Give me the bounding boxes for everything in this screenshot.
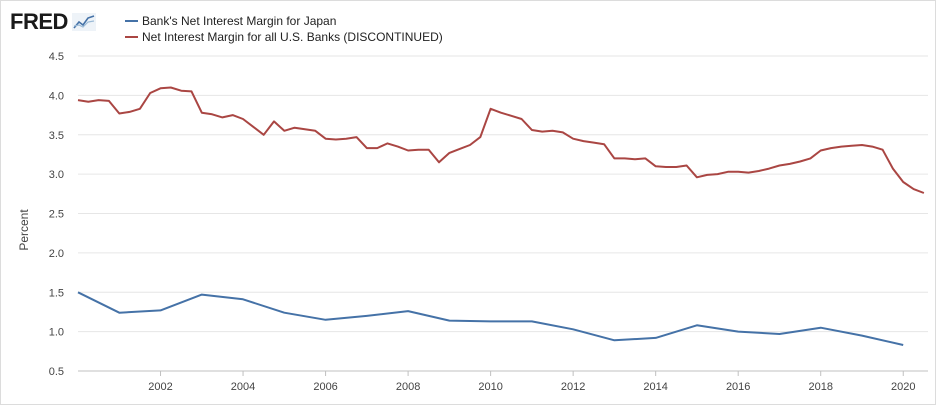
logo-text: FRED — [10, 9, 68, 34]
series-line-us[interactable] — [77, 86, 925, 194]
y-tick-label: 0.5 — [49, 366, 64, 378]
y-tick-label: 1.0 — [49, 327, 64, 339]
fred-chart-icon — [71, 13, 96, 31]
series-lines — [77, 86, 925, 346]
fred-logo[interactable]: FRED — [10, 9, 96, 35]
x-tick-label: 2006 — [313, 381, 337, 393]
y-tick-label: 4.5 — [49, 51, 64, 63]
y-axis-ticks: 0.5 1.0 1.5 2.0 2.5 3.0 3.5 4.0 4.5 — [49, 51, 64, 378]
x-tick-label: 2020 — [891, 381, 915, 393]
legend-label-us: Net Interest Margin for all U.S. Banks (… — [142, 30, 443, 44]
x-tick-label: 2016 — [726, 381, 750, 393]
grid-lines — [78, 55, 928, 372]
x-tick-label: 2018 — [808, 381, 832, 393]
y-tick-label: 1.5 — [49, 287, 64, 299]
x-tick-label: 2004 — [231, 381, 255, 393]
x-tick-label: 2014 — [643, 381, 667, 393]
y-tick-label: 2.0 — [49, 248, 64, 260]
legend-swatch-us — [125, 36, 138, 38]
x-tick-label: 2010 — [478, 381, 502, 393]
legend-item-japan[interactable]: Bank's Net Interest Margin for Japan — [125, 13, 443, 29]
chart-legend: Bank's Net Interest Margin for Japan Net… — [125, 13, 443, 45]
x-tick-label: 2002 — [148, 381, 172, 393]
y-tick-label: 2.5 — [49, 209, 64, 221]
x-tick-label: 2012 — [561, 381, 585, 393]
x-axis-ticks: 2002 2004 2006 2008 2010 2012 2014 2016 2018 2020 — [78, 370, 928, 393]
y-tick-label: 4.0 — [49, 90, 64, 102]
legend-swatch-japan — [125, 20, 138, 22]
y-tick-label: 3.5 — [49, 130, 64, 142]
y-tick-label: 3.0 — [49, 169, 64, 181]
series-line-japan[interactable] — [77, 291, 904, 346]
x-tick-label: 2008 — [396, 381, 420, 393]
legend-item-us[interactable]: Net Interest Margin for all U.S. Banks (… — [125, 29, 443, 45]
legend-label-japan: Bank's Net Interest Margin for Japan — [142, 14, 337, 28]
